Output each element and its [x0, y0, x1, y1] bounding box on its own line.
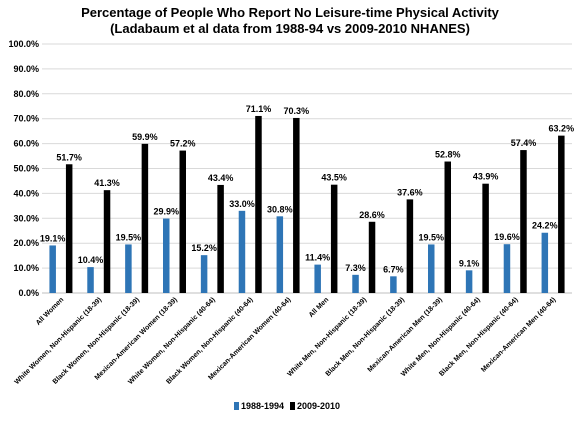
data-label: 43.9% — [473, 172, 499, 182]
bar-1988-1994 — [465, 270, 473, 293]
data-label: 43.4% — [208, 173, 234, 183]
data-label: 33.0% — [229, 199, 255, 209]
y-tick-label: 50.0% — [13, 164, 39, 174]
data-label: 51.7% — [56, 152, 82, 162]
data-label: 41.3% — [94, 178, 120, 188]
legend-label: 1988-1994 — [241, 401, 284, 411]
bar-2009-2010 — [103, 190, 111, 293]
data-label: 59.9% — [132, 132, 158, 142]
bar-1988-1994 — [200, 255, 208, 293]
bar-2009-2010 — [179, 150, 186, 293]
data-label: 11.4% — [305, 253, 330, 263]
bar-2009-2010 — [217, 184, 224, 293]
bar-1988-1994 — [428, 244, 435, 293]
bar-1988-1994 — [49, 245, 56, 293]
legend-swatch — [290, 402, 295, 410]
x-category-label: White Women, Non-Hispanic (40-64) — [127, 296, 217, 386]
bar-2009-2010 — [293, 117, 300, 293]
bar-2009-2010 — [330, 184, 338, 293]
data-label: 71.1% — [246, 104, 272, 114]
x-category-label: Black Women, Non-Hispanic (40-64) — [165, 296, 254, 385]
data-label: 15.2% — [191, 243, 217, 253]
bar-1988-1994 — [314, 264, 321, 293]
data-labels: 19.1% 51.7% 10.4% 41.3% 19.5% 59.9% 29.9% 57.2%… — [40, 104, 574, 274]
bar-1988-1994 — [503, 244, 511, 293]
bar-2009-2010 — [558, 135, 565, 293]
x-category-label: Black Women, Non-Hispanic (18-39) — [52, 296, 141, 385]
y-tick-label: 40.0% — [13, 188, 39, 198]
y-tick-label: 70.0% — [13, 114, 39, 124]
data-label: 70.3% — [284, 106, 310, 116]
data-label: 30.8% — [267, 204, 293, 214]
bar-2009-2010 — [255, 115, 262, 293]
y-tick-label: 90.0% — [13, 64, 39, 74]
data-label: 57.4% — [511, 138, 537, 148]
chart-subtitle: (Ladabaum et al data from 1988-94 vs 200… — [110, 21, 470, 36]
x-category-label: All Men — [308, 296, 331, 319]
data-label: 10.4% — [78, 255, 104, 265]
bar-2009-2010 — [406, 199, 414, 293]
y-axis-ticks: 0.0% 10.0% 20.0% 30.0% 40.0% 50.0% 60.0% 70.0% 8… — [8, 39, 39, 298]
x-category-label: Mexican-American Men (40-64) — [480, 296, 557, 373]
data-label: 52.8% — [435, 150, 461, 160]
bar-2009-2010 — [444, 161, 451, 293]
x-category-label: White Women, Non-Hispanic (18-39) — [14, 296, 104, 386]
data-label: 19.1% — [40, 233, 66, 243]
data-label: 9.1% — [459, 258, 480, 268]
bar-1988-1994 — [238, 210, 246, 293]
y-tick-label: 100.0% — [8, 39, 39, 49]
data-label: 7.3% — [345, 263, 366, 273]
data-label: 63.2% — [549, 124, 575, 134]
data-label: 43.5% — [321, 173, 347, 183]
data-label: 6.7% — [383, 264, 404, 274]
bar-2009-2010 — [141, 143, 149, 293]
x-category-label: Black Men, Non-Hispanic (18-39) — [325, 296, 406, 377]
chart-title: Percentage of People Who Report No Leisu… — [81, 5, 500, 20]
bar-1988-1994 — [125, 244, 132, 293]
x-category-label: Mexican-American Men (18-39) — [367, 296, 444, 373]
bar-2009-2010 — [65, 164, 73, 293]
bar-1988-1994 — [541, 232, 549, 293]
data-label: 29.9% — [153, 207, 179, 217]
x-category-label: All Women — [35, 296, 65, 326]
bar-2009-2010 — [520, 150, 527, 293]
x-category-label: Mexican-American Women (40-64) — [207, 296, 292, 381]
bar-1988-1994 — [276, 216, 284, 293]
bars — [49, 115, 565, 293]
data-label: 19.5% — [116, 232, 142, 242]
data-label: 28.6% — [359, 210, 385, 220]
x-category-label: White Men, Non-Hispanic (40-64) — [400, 296, 482, 378]
y-tick-label: 0.0% — [18, 288, 39, 298]
y-tick-label: 60.0% — [13, 139, 39, 149]
data-label: 24.2% — [532, 221, 558, 231]
bar-1988-1994 — [87, 267, 94, 293]
data-label: 19.5% — [418, 232, 444, 242]
data-label: 19.6% — [494, 232, 520, 242]
bar-2009-2010 — [368, 221, 376, 293]
bar-1988-1994 — [352, 274, 359, 293]
data-label: 57.2% — [170, 139, 196, 149]
x-category-label: Mexican-American Women (18-39) — [94, 296, 179, 381]
legend: 1988-1994 2009-2010 — [234, 401, 340, 411]
y-tick-label: 20.0% — [13, 238, 39, 248]
legend-label: 2009-2010 — [297, 401, 340, 411]
y-tick-label: 30.0% — [13, 213, 39, 223]
bar-1988-1994 — [390, 276, 397, 293]
y-tick-label: 10.0% — [13, 263, 39, 273]
bar-1988-1994 — [163, 218, 170, 293]
legend-swatch — [234, 402, 239, 410]
x-category-label: White Men, Non-Hispanic (18-39) — [287, 296, 369, 378]
bar-2009-2010 — [482, 183, 489, 293]
x-category-label: Black Men, Non-Hispanic (40-64) — [438, 296, 519, 377]
data-label: 37.6% — [397, 187, 423, 197]
y-tick-label: 80.0% — [13, 89, 39, 99]
